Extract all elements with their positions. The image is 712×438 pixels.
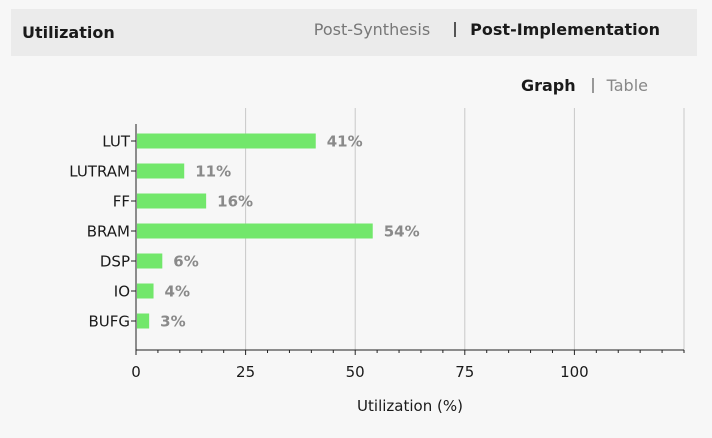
value-label: 4% (165, 283, 190, 301)
x-tick-label: 75 (455, 363, 474, 381)
view-tab-separator (591, 78, 594, 93)
x-tick-label: 25 (236, 363, 255, 381)
value-label: 11% (195, 163, 231, 181)
value-label: 41% (327, 133, 363, 151)
tab-post-implementation[interactable]: Post-Implementation (470, 20, 660, 39)
view-tabs: Graph Table (521, 76, 648, 95)
bar-ff (137, 193, 207, 209)
tab-graph[interactable]: Graph (520, 76, 576, 95)
bar-lut (137, 133, 316, 149)
category-label: FF (113, 193, 130, 211)
category-label: DSP (100, 253, 130, 271)
bar-bram (137, 223, 373, 239)
value-label: 6% (173, 253, 198, 271)
panel-title: Utilization (22, 23, 115, 42)
bar-lutram (137, 163, 185, 179)
category-label: LUTRAM (69, 163, 130, 181)
x-tick-label: 100 (560, 363, 589, 381)
tab-table[interactable]: Table (606, 76, 648, 95)
x-tick-label: 50 (346, 363, 365, 381)
x-tick-label: 0 (131, 363, 141, 381)
value-label: 54% (384, 223, 420, 241)
tab-post-synthesis[interactable]: Post-Synthesis (313, 20, 431, 39)
category-label: IO (114, 283, 130, 301)
category-label: BRAM (87, 223, 130, 241)
category-label: LUT (102, 133, 131, 151)
utilization-panel-header: Utilization Post-Synthesis Post-Implemen… (11, 9, 697, 56)
bar-dsp (137, 253, 163, 269)
tab-separator (454, 22, 457, 37)
value-label: 16% (217, 193, 253, 211)
value-label: 3% (160, 313, 185, 331)
run-tabs: Post-Synthesis Post-Implementation (314, 20, 660, 39)
bar-io (137, 283, 154, 299)
x-axis-title: Utilization (%) (357, 397, 463, 415)
category-label: BUFG (88, 313, 130, 331)
bar-bufg (137, 313, 150, 329)
